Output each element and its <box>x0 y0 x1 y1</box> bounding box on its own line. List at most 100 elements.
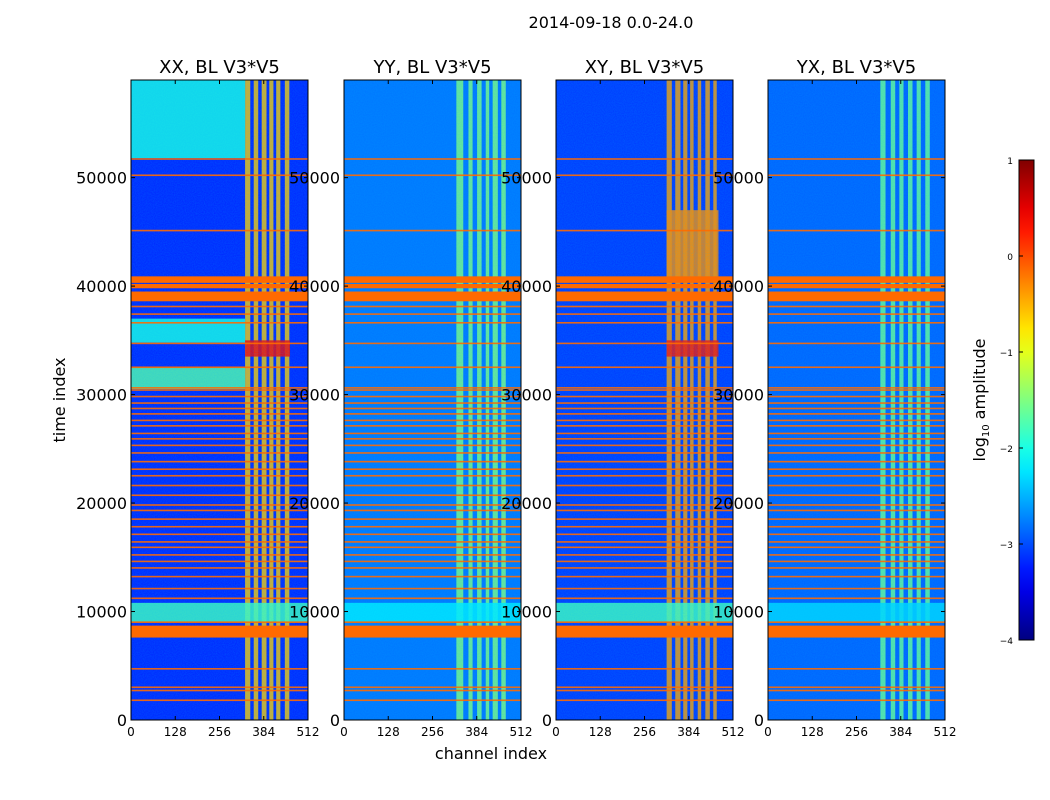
figure-title: 2014-09-18 0.0-24.0 <box>529 13 694 32</box>
flagged-row <box>556 509 733 512</box>
flagged-row <box>131 494 308 497</box>
flagged-row <box>344 305 521 308</box>
flagged-row <box>131 546 308 549</box>
flagged-row <box>768 575 945 578</box>
x-tick-label: 256 <box>633 725 656 739</box>
flagged-row <box>131 419 308 422</box>
x-tick-label: 512 <box>934 725 957 739</box>
flagged-row <box>344 444 521 447</box>
y-tick-label: 20000 <box>713 494 764 513</box>
flagged-row <box>768 389 945 391</box>
panel-title: YY, BL V3*V5 <box>372 57 491 78</box>
flagged-row <box>556 525 733 528</box>
flagged-row <box>556 504 733 506</box>
y-tick-label: 0 <box>117 711 127 730</box>
flagged-row <box>344 395 521 398</box>
flagged-row <box>768 567 945 569</box>
y-tick-label: 20000 <box>289 494 340 513</box>
flagged-row <box>768 321 945 324</box>
flagged-row <box>556 395 733 398</box>
flagged-row <box>131 321 308 324</box>
flagged-row <box>556 546 733 549</box>
flagged-row <box>344 668 521 670</box>
panel-2: XY, BL V3*V5 0 128 256 384 512 0 10000 20000 3000… <box>501 57 744 739</box>
flagged-row <box>344 413 521 415</box>
flagged-row <box>344 560 521 563</box>
flagged-row <box>344 699 521 702</box>
flagged-row <box>344 686 521 689</box>
flagged-row <box>556 621 733 623</box>
y-tick-label: 40000 <box>713 277 764 296</box>
flagged-band <box>131 291 308 302</box>
flagged-row <box>556 321 733 324</box>
flagged-row <box>344 407 521 410</box>
flagged-row <box>344 452 521 454</box>
x-tick-label: 0 <box>127 725 135 739</box>
panel-title: XX, BL V3*V5 <box>159 57 280 78</box>
flagged-row <box>131 425 308 427</box>
flagged-row <box>768 229 945 232</box>
flagged-row <box>344 402 521 404</box>
y-tick-label: 30000 <box>713 386 764 405</box>
flagged-row <box>768 494 945 497</box>
colorbar: 1 0 −1 −2 −3 −4 log10 amplitude <box>970 157 1035 647</box>
flagged-band <box>131 276 308 283</box>
flagged-row <box>556 468 733 471</box>
x-axis-label: channel index <box>435 744 547 763</box>
flagged-row <box>344 546 521 549</box>
flagged-row <box>131 229 308 232</box>
flagged-row <box>131 504 308 506</box>
noise-texture <box>131 80 308 720</box>
flagged-row <box>768 452 945 454</box>
flagged-row <box>556 533 733 536</box>
colorbar-gradient <box>1018 159 1035 641</box>
flagged-row <box>344 509 521 512</box>
flagged-row <box>131 444 308 447</box>
flagged-row <box>556 313 733 315</box>
flagged-row <box>131 509 308 512</box>
flagged-row <box>556 575 733 578</box>
flagged-row <box>556 432 733 435</box>
flagged-band <box>131 283 308 289</box>
flagged-row <box>344 419 521 422</box>
colorbar-tick-label: 0 <box>1007 253 1013 263</box>
flagged-row <box>556 229 733 232</box>
x-tick-label: 256 <box>845 725 868 739</box>
flagged-row <box>768 533 945 536</box>
flagged-row <box>131 402 308 404</box>
flagged-band <box>344 276 521 283</box>
flagged-row <box>556 484 733 487</box>
y-tick-label: 30000 <box>289 386 340 405</box>
flagged-row <box>556 174 733 177</box>
noise-texture <box>344 80 521 720</box>
flagged-row <box>344 389 521 391</box>
flagged-row <box>344 313 521 315</box>
flagged-row <box>131 438 308 440</box>
flagged-row <box>768 699 945 702</box>
flagged-row <box>131 533 308 536</box>
y-tick-label: 0 <box>754 711 764 730</box>
y-tick-label: 20000 <box>501 494 552 513</box>
x-tick-label: 128 <box>377 725 400 739</box>
flagged-row <box>131 541 308 543</box>
flagged-row <box>556 389 733 391</box>
flagged-row <box>344 468 521 471</box>
flagged-row <box>131 567 308 569</box>
flagged-row <box>344 689 521 692</box>
flagged-band <box>768 276 945 283</box>
flagged-row <box>556 366 733 369</box>
flagged-row <box>344 533 521 536</box>
y-tick-label: 10000 <box>76 603 127 622</box>
flagged-band <box>344 291 521 302</box>
flagged-row <box>768 342 945 345</box>
flagged-row <box>344 387 521 389</box>
flagged-row <box>556 560 733 563</box>
y-tick-label: 30000 <box>76 386 127 405</box>
flagged-row <box>344 158 521 160</box>
colorbar-tick-label: 1 <box>1007 157 1013 167</box>
flagged-row <box>344 484 521 487</box>
flagged-row <box>556 413 733 415</box>
flagged-row <box>344 321 521 324</box>
flagged-row <box>131 525 308 528</box>
